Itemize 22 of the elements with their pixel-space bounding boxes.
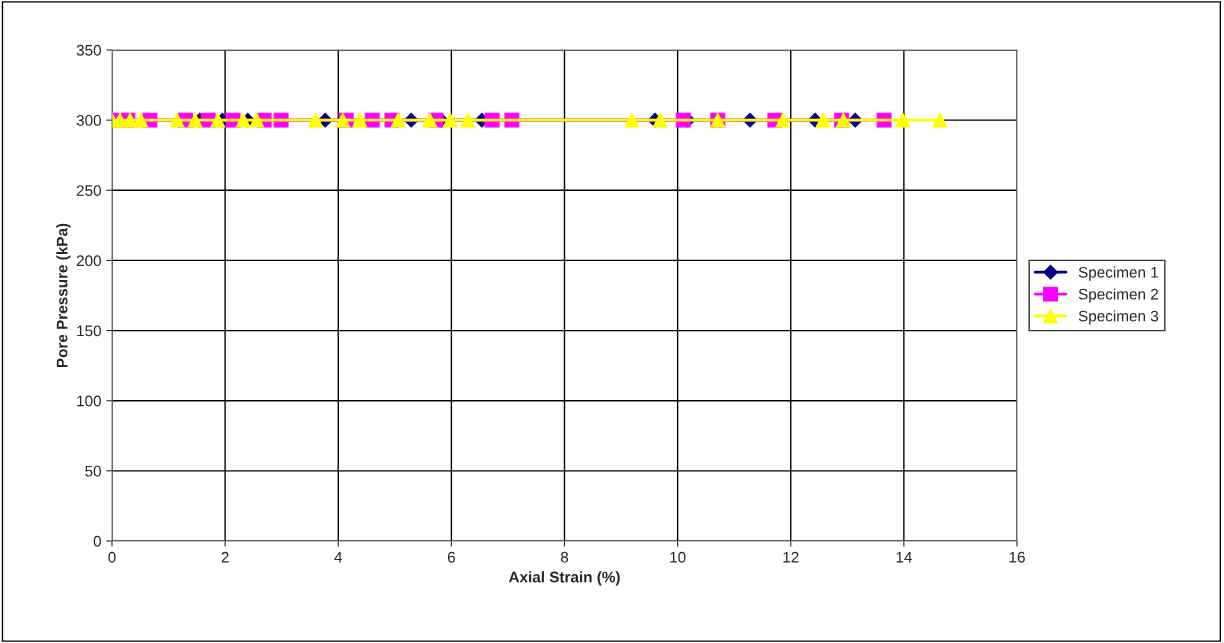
x-tick-label: 2 bbox=[221, 551, 229, 563]
y-tick-label: 50 bbox=[85, 465, 101, 477]
x-tick-label: 8 bbox=[560, 551, 569, 563]
y-tick-label: 200 bbox=[76, 255, 101, 267]
y-tick-label: 250 bbox=[76, 185, 101, 196]
y-tick-label: 100 bbox=[77, 395, 101, 407]
x-tick-label: 0 bbox=[108, 551, 116, 563]
legend-label: Specimen 3 bbox=[1078, 310, 1159, 325]
y-tick-label: 300 bbox=[76, 115, 101, 126]
y-tick-label: 350 bbox=[76, 44, 101, 56]
x-tick-label: 16 bbox=[1009, 551, 1025, 563]
legend-label: Specimen 1 bbox=[1078, 266, 1158, 281]
x-tick-label: 4 bbox=[334, 551, 343, 563]
x-tick-label: 12 bbox=[783, 551, 799, 563]
y-tick-label: 0 bbox=[93, 535, 101, 547]
x-axis-title: Axial Strain (%) bbox=[508, 571, 620, 586]
x-tick-label: 10 bbox=[670, 551, 686, 563]
legend-label: Specimen 2 bbox=[1078, 288, 1158, 303]
x-tick-label: 6 bbox=[447, 551, 455, 563]
y-tick-label: 150 bbox=[77, 325, 101, 337]
y-axis-title: Pore Pressure (kPa) bbox=[56, 223, 71, 368]
x-tick-label: 14 bbox=[896, 551, 912, 563]
